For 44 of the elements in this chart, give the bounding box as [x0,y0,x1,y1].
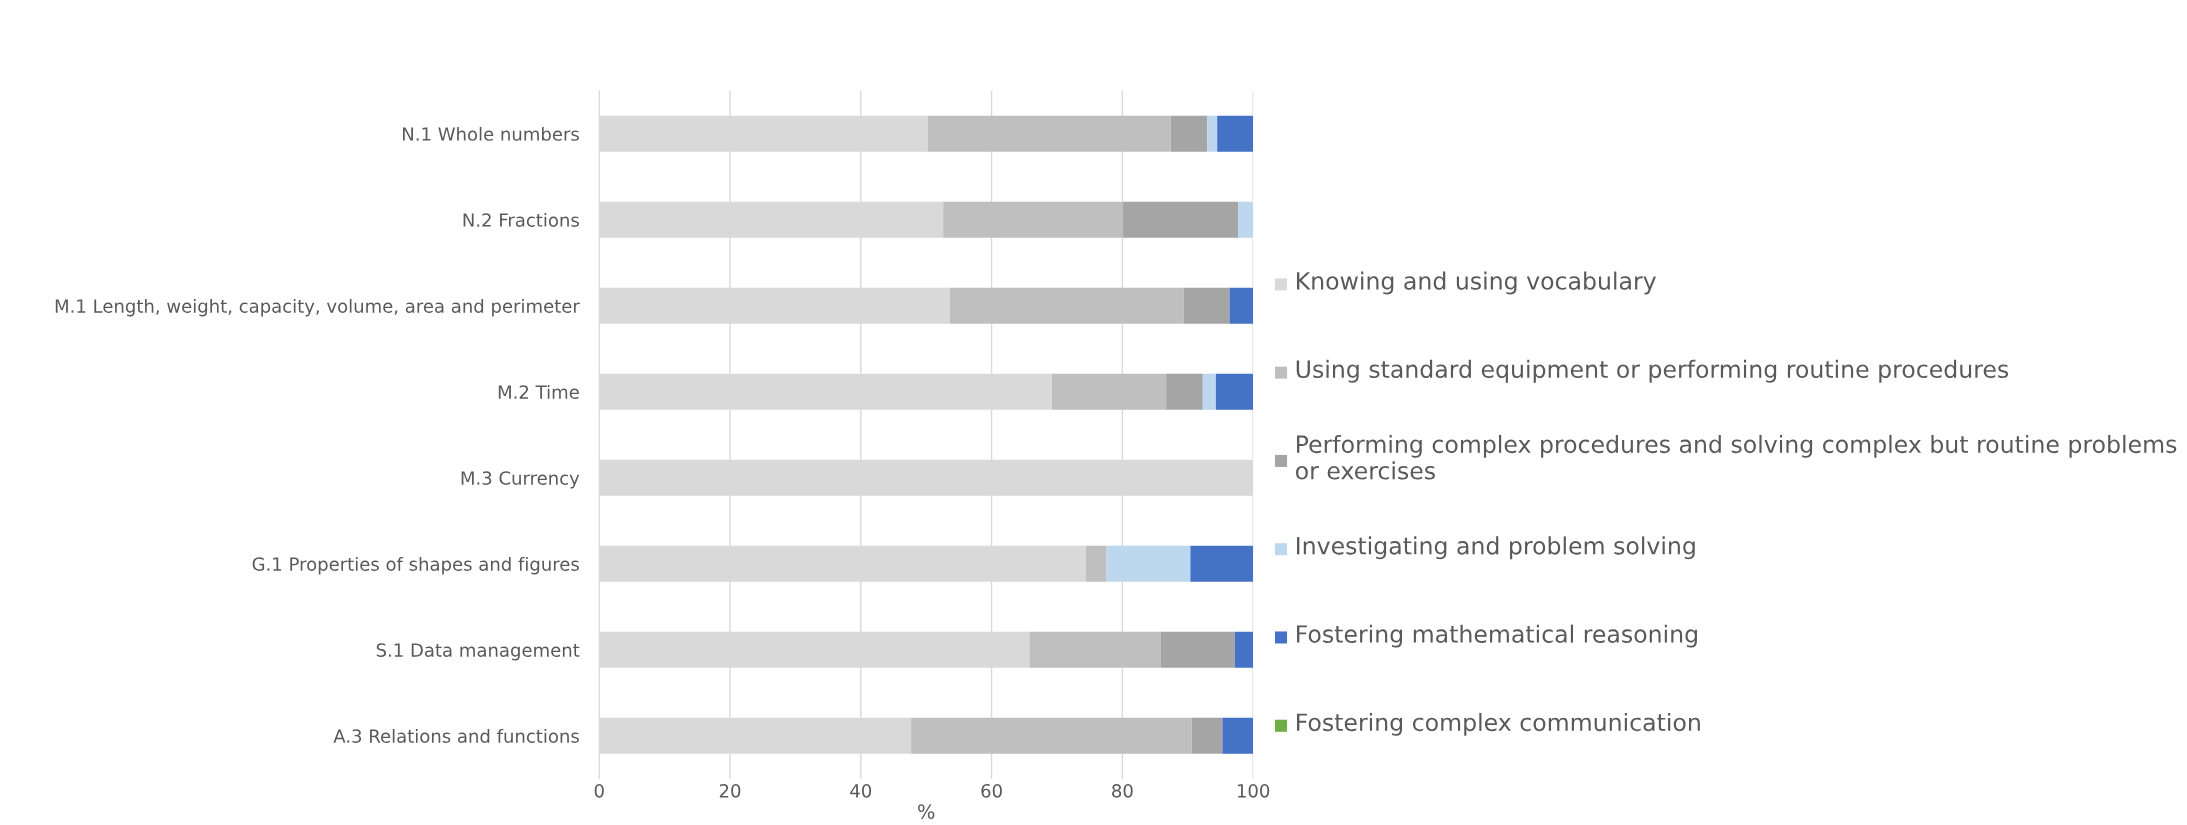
y-tick-label: N.2 Fractions [463,212,579,227]
y-tick-label: S.1 Data management [376,643,580,661]
y-tick-label: N.1 Whole numbers [403,126,579,141]
x-tick-label: 40 [850,783,872,798]
x-tick-label: 60 [981,783,1002,798]
y-tick-label: A.3 Relations and functions [333,728,579,743]
bar [1229,287,1254,324]
bar [1170,115,1208,152]
bar [1207,115,1218,152]
bar [1106,545,1191,582]
x-tick-label: 80 [1112,783,1133,798]
bar [1222,717,1254,754]
x-tick-label: 100 [1237,783,1270,798]
x-tick-label: 0 [594,783,604,798]
legend-label: Using standard equipment or performing routine procedures [1296,359,2009,383]
y-tick-label: M.3 Currency [461,471,580,489]
bar [1029,631,1161,668]
bar [911,717,1192,754]
bar [943,201,1124,238]
bar [949,287,1184,324]
bar [1051,373,1167,410]
legend-label: Fostering mathematical reasoning [1297,624,1697,648]
bar [1238,201,1254,238]
legend-label: Investigating and problem solving [1297,536,1695,560]
legend-label: Fostering complex communication [1297,712,1700,736]
y-tick-label: M.1 Length, weight, capacity, volume, area and perimeter [55,298,580,317]
x-tick-label: 20 [719,783,741,798]
bar [1123,201,1239,238]
legend-label: Performing complex procedures and solving complex but routine problems or exercises [1296,434,2177,480]
y-tick-label: G.1 Properties of shapes and figures [252,556,579,575]
bar [1217,115,1254,152]
bar [927,115,1171,152]
bar [1190,545,1254,582]
bar [1202,373,1216,410]
bar [1234,631,1254,668]
bar [1166,373,1203,410]
legend-label: Knowing and using vocabulary [1297,271,1656,295]
x-axis-title: % [918,804,935,819]
bar [1160,631,1235,668]
bar [1183,287,1230,324]
bar [1085,545,1107,582]
bar [1215,373,1254,410]
bar [1191,717,1223,754]
y-tick-label: M.2 Time [498,384,579,399]
